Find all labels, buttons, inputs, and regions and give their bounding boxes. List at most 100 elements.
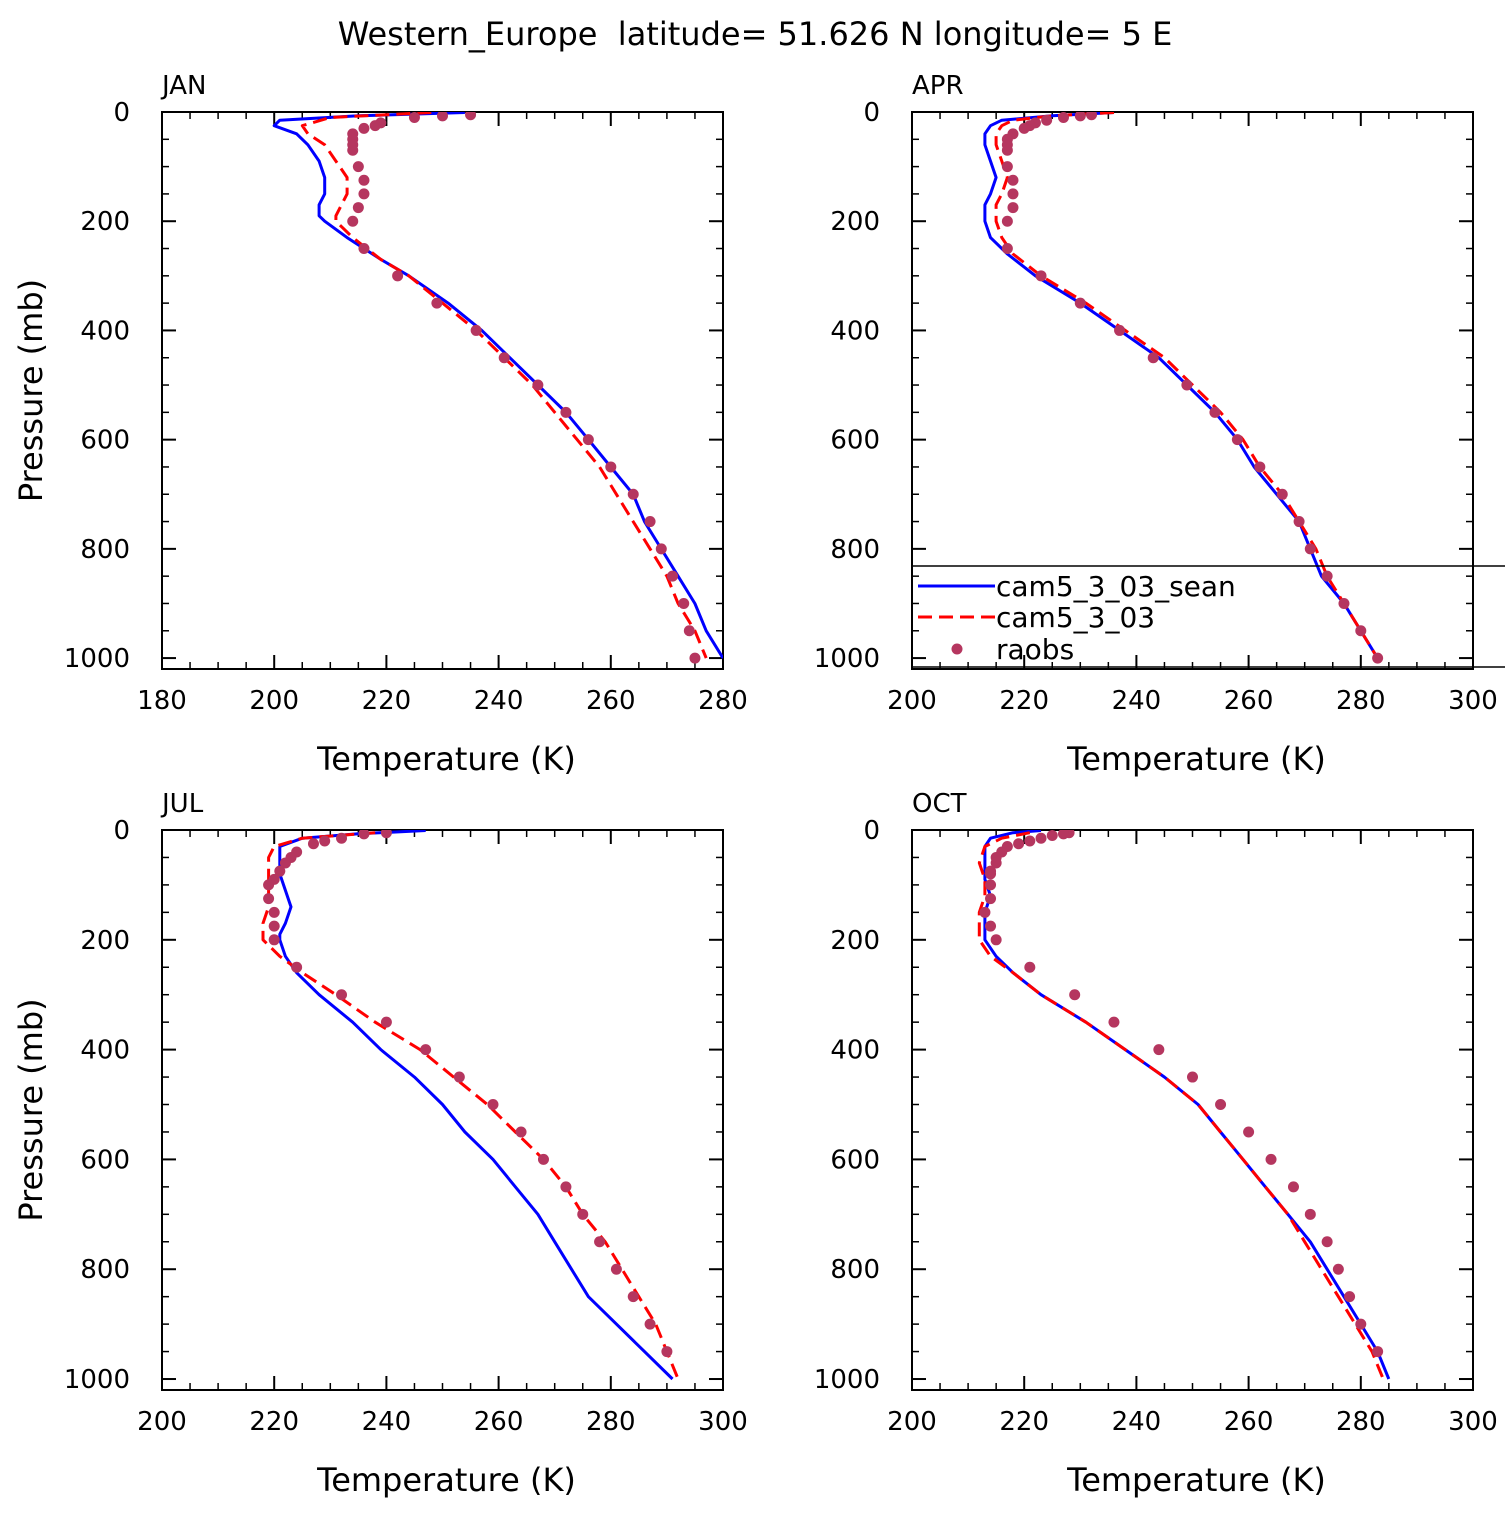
y-tick-label: 600 xyxy=(830,1145,880,1175)
raobs-point xyxy=(336,989,348,1001)
raobs-point xyxy=(1057,830,1069,840)
raobs-point xyxy=(336,832,348,844)
x-tick-label: 220 xyxy=(999,686,1049,716)
panel-jan: JAN 180 200 220 240 260 280 0 200 400 600 800 1000 Te… xyxy=(12,71,748,778)
raobs-point xyxy=(644,1318,656,1330)
raobs-point xyxy=(358,174,370,186)
x-tick-label: 240 xyxy=(1112,1407,1162,1437)
x-tick-label: 220 xyxy=(249,1407,299,1437)
cam5-3-03-line xyxy=(994,112,1379,659)
y-tick-label: 800 xyxy=(830,1255,880,1285)
y-tick-label: 0 xyxy=(113,816,130,846)
raobs-point xyxy=(465,112,477,121)
raobs-point xyxy=(1018,122,1030,134)
panel-oct: OCT 200 220 240 260 280 300 0 200 400 600 800 1000 Te… xyxy=(814,789,1498,1499)
x-tick-label: 280 xyxy=(1336,1407,1386,1437)
raobs-point xyxy=(380,830,392,839)
raobs-point xyxy=(1287,1181,1299,1193)
y-tick-label: 200 xyxy=(80,207,130,237)
raobs-point xyxy=(985,920,997,932)
series-group xyxy=(261,830,680,1381)
raobs-point xyxy=(420,1044,432,1056)
raobs-point xyxy=(1243,1126,1255,1138)
raobs-point xyxy=(1001,161,1013,173)
raobs-point xyxy=(1187,1071,1198,1083)
raobs-point xyxy=(1372,652,1384,664)
raobs-point xyxy=(263,893,275,905)
raobs-point xyxy=(319,835,331,847)
raobs-point xyxy=(431,297,443,309)
y-tick-label: 1000 xyxy=(64,1365,130,1395)
legend-marker-raobs xyxy=(951,643,963,655)
raobs-point xyxy=(1114,324,1126,336)
x-tick-label: 220 xyxy=(999,1407,1049,1437)
panel-jul: JUL 200 220 240 260 280 300 0 200 400 600 800 1000 Te… xyxy=(12,789,748,1499)
raobs-point xyxy=(985,879,997,891)
series-group xyxy=(272,112,723,664)
raobs-point xyxy=(487,1099,499,1111)
y-tick-label: 800 xyxy=(80,1255,130,1285)
cam5-3-03-sean-line xyxy=(272,112,723,659)
raobs-point xyxy=(1276,488,1288,500)
raobs-point xyxy=(352,202,364,214)
raobs-point xyxy=(577,1208,589,1220)
plot-frame xyxy=(161,829,724,1391)
raobs-point xyxy=(268,920,280,932)
raobs-point xyxy=(1265,1153,1277,1165)
raobs-point xyxy=(1001,243,1013,255)
raobs-point xyxy=(655,543,667,555)
raobs-point xyxy=(1372,1346,1384,1358)
panel-apr: APR 200 220 240 260 280 300 0 200 400 600 800 1000 Te… xyxy=(814,71,1498,778)
y-tick-label: 200 xyxy=(830,207,880,237)
raobs-point xyxy=(1013,838,1025,850)
raobs-point xyxy=(279,857,291,869)
panel-title: OCT xyxy=(912,789,967,819)
x-tick-label: 300 xyxy=(1448,686,1498,716)
x-tick-label: 280 xyxy=(1336,686,1386,716)
x-axis-label: Temperature (K) xyxy=(316,740,576,778)
panel-title: JAN xyxy=(160,71,206,101)
y-tick-label: 1000 xyxy=(814,644,880,674)
x-tick-label: 200 xyxy=(249,686,299,716)
x-tick-label: 240 xyxy=(474,686,524,716)
x-tick-label: 260 xyxy=(586,686,636,716)
raobs-point xyxy=(1007,202,1019,214)
raobs-point xyxy=(560,406,572,418)
raobs-point xyxy=(347,144,359,156)
x-tick-label: 280 xyxy=(698,686,748,716)
raobs-point xyxy=(594,1236,606,1248)
x-tick-label: 240 xyxy=(1112,686,1162,716)
x-tick-label: 300 xyxy=(698,1407,748,1437)
raobs-point xyxy=(667,570,679,582)
raobs-point xyxy=(380,1016,392,1028)
raobs-point xyxy=(1344,1291,1356,1303)
x-tick-label: 200 xyxy=(887,686,937,716)
cam5-3-03-line xyxy=(261,831,680,1380)
raobs-point xyxy=(358,830,370,840)
y-tick-label: 400 xyxy=(80,1036,130,1066)
raobs-point xyxy=(358,122,370,134)
x-axis-label: Temperature (K) xyxy=(1066,1461,1326,1499)
raobs-point xyxy=(689,652,701,664)
plot-frame xyxy=(911,829,1474,1391)
raobs-point xyxy=(1231,434,1243,446)
raobs-point xyxy=(1254,461,1266,473)
series-group xyxy=(977,830,1391,1380)
y-tick-label: 0 xyxy=(863,98,880,128)
panel-title: JUL xyxy=(160,789,204,819)
raobs-point xyxy=(1041,114,1053,126)
raobs-point xyxy=(990,934,1002,946)
y-tick-label: 800 xyxy=(830,535,880,565)
raobs-point xyxy=(1035,270,1047,282)
x-tick-label: 200 xyxy=(137,1407,187,1437)
raobs-point xyxy=(515,1126,527,1138)
raobs-point xyxy=(532,379,544,391)
raobs-point xyxy=(1209,406,1221,418)
raobs-point xyxy=(263,879,275,891)
y-tick-label: 1000 xyxy=(814,1365,880,1395)
cam5-3-03-line xyxy=(300,112,708,659)
cam5-3-03-sean-line xyxy=(983,830,1391,1380)
plot-frame xyxy=(161,111,724,670)
